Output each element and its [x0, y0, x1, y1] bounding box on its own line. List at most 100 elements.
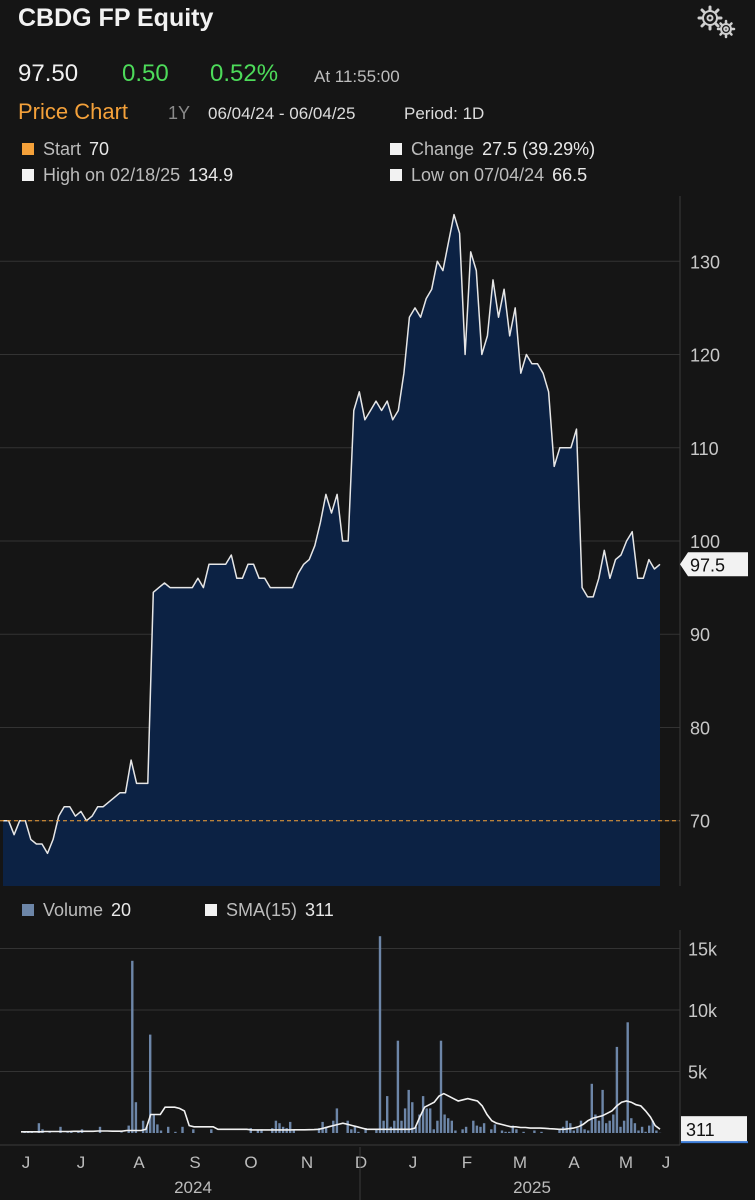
price-y-tick: 70 [690, 812, 710, 832]
volume-bar [210, 1129, 213, 1133]
volume-bar [608, 1120, 611, 1133]
volume-bar [508, 1131, 511, 1133]
volume-bar [332, 1120, 335, 1133]
volume-bar [633, 1123, 637, 1133]
last-price-tag-bg [680, 552, 748, 577]
volume-bar [378, 936, 382, 1133]
stat-start-label: Start [43, 139, 82, 159]
volume-bar [48, 1132, 51, 1133]
volume-bar [504, 1131, 507, 1133]
last-price: 97.50 [18, 60, 79, 87]
volume-bar [59, 1126, 62, 1133]
volume-bar [335, 1108, 339, 1133]
volume-legend-label: Volume [43, 900, 104, 920]
volume-bar [436, 1120, 439, 1133]
sma-swatch-icon [205, 904, 217, 916]
volume-bar [454, 1130, 457, 1133]
stat-low: Low on 07/04/24 66.5 [390, 165, 587, 186]
stat-high-label: High on 02/18/25 [43, 165, 181, 185]
volume-bar [576, 1128, 579, 1133]
volume-sma-line [21, 1092, 661, 1133]
last-price-tag-value: 97.5 [690, 555, 725, 575]
stat-start-value: 70 [89, 139, 110, 159]
volume-bar [156, 1124, 159, 1133]
volume-bar [464, 1126, 468, 1133]
volume-bar [364, 1128, 367, 1133]
start-marker-icon [22, 143, 34, 155]
volume-bar [159, 1130, 163, 1133]
volume-bar [292, 1130, 295, 1133]
price-y-tick: 90 [690, 625, 710, 645]
volume-y-tick: 5k [688, 1062, 708, 1082]
volume-bar [66, 1132, 69, 1133]
volume-y-tick: 10k [688, 1001, 718, 1021]
volume-bar [500, 1130, 504, 1133]
volume-bar [590, 1083, 593, 1133]
last-sma-tag-value: 311 [686, 1120, 715, 1140]
volume-bar [400, 1120, 403, 1133]
volume-bar [411, 1102, 414, 1133]
volume-bar [648, 1125, 651, 1133]
stat-high: High on 02/18/25 134.9 [22, 165, 233, 186]
sma-legend-label: SMA(15) [226, 900, 298, 920]
volume-bar [396, 1040, 400, 1133]
volume-bar [594, 1114, 597, 1133]
price-y-tick: 130 [690, 252, 720, 272]
volume-bar [127, 1125, 130, 1133]
volume-bar [70, 1131, 73, 1133]
volume-bar [605, 1123, 608, 1133]
stat-low-label: Low on 07/04/24 [411, 165, 545, 185]
x-tick-label: A [568, 1153, 580, 1172]
volume-bar [558, 1129, 561, 1133]
x-year-label: 2024 [174, 1178, 212, 1197]
x-tick-label: D [355, 1153, 367, 1172]
security-title: CBDG FP Equity [18, 4, 214, 32]
change-marker-icon [390, 143, 402, 155]
x-tick-label: N [301, 1153, 313, 1172]
range-button-1y[interactable]: 1Y [168, 103, 191, 123]
volume-bar [37, 1123, 41, 1133]
volume-bar [615, 1046, 619, 1133]
volume-bar [572, 1130, 575, 1133]
volume-bar [475, 1125, 479, 1133]
volume-bar [637, 1130, 640, 1133]
volume-legend: Volume 20 [22, 900, 131, 921]
price-chart-label: Price Chart [18, 99, 129, 124]
volume-y-axis: 5k 10k 15k 311 [679, 930, 748, 1145]
volume-bar [418, 1114, 421, 1133]
volume-bar [350, 1129, 353, 1133]
x-tick-label: J [662, 1153, 671, 1172]
volume-bar [622, 1120, 626, 1133]
volume-bar [619, 1126, 622, 1133]
volume-bar [443, 1114, 446, 1133]
volume-bar [382, 1120, 385, 1133]
x-tick-label: J [22, 1153, 31, 1172]
volume-bar [414, 1126, 418, 1133]
x-tick-label: M [513, 1153, 527, 1172]
volume-y-tick: 15k [688, 939, 718, 959]
volume-bar [493, 1124, 497, 1133]
volume-bar [260, 1129, 263, 1133]
as-of-time: At 11:55:00 [314, 67, 400, 86]
last-price-tag: 97.5 [680, 552, 748, 577]
x-tick-label: O [244, 1153, 257, 1172]
volume-bar [152, 1114, 155, 1133]
volume-bar [149, 1034, 152, 1133]
volume-bar [450, 1120, 453, 1133]
x-tick-label: M [619, 1153, 633, 1172]
volume-bar [346, 1120, 349, 1133]
low-marker-icon [390, 169, 402, 181]
gears-icon[interactable] [695, 4, 739, 40]
period-selector[interactable]: Period: 1D [404, 104, 485, 123]
volume-bars [23, 936, 662, 1133]
price-change-percent: 0.52% [210, 60, 279, 87]
stat-change-label: Change [411, 139, 475, 159]
volume-bar [134, 1102, 138, 1133]
volume-bar [30, 1132, 33, 1133]
volume-bar [375, 1129, 378, 1133]
x-year-label: 2025 [513, 1178, 551, 1197]
price-y-tick: 100 [690, 532, 720, 552]
volume-bar [192, 1129, 195, 1133]
price-plot [0, 213, 680, 887]
